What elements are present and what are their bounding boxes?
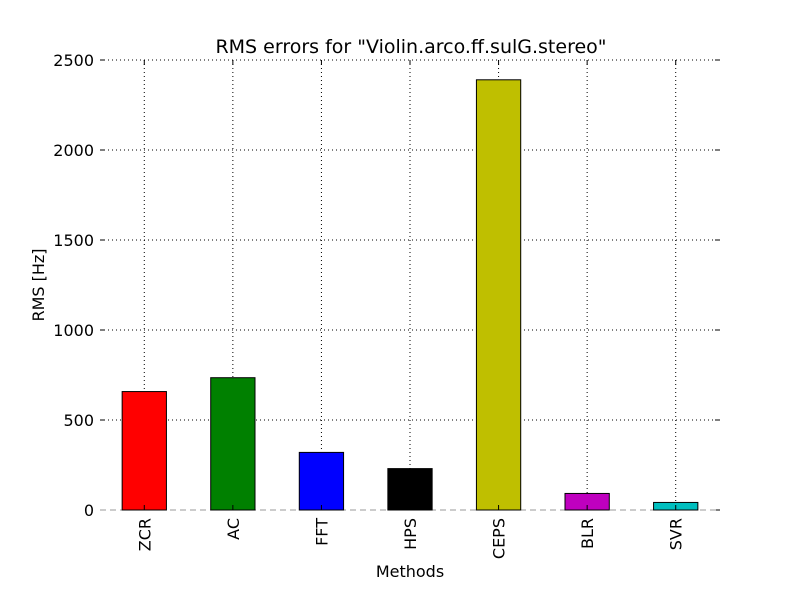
y-tick-label: 500: [63, 411, 94, 430]
y-tick-label: 0: [84, 501, 94, 520]
y-axis-title: RMS [Hz]: [29, 248, 48, 321]
x-tick-label: AC: [224, 518, 243, 540]
plot-area: 0 500 1000 1500 2000 2500 ZCR AC FFT HPS CEPS BLR SV…: [53, 51, 720, 559]
x-tick-label: CEPS: [490, 518, 509, 559]
x-tick-label: FFT: [312, 518, 331, 546]
bar-zcr: [121, 391, 167, 511]
bar-ac: [210, 377, 256, 511]
x-tick-label: SVR: [667, 518, 686, 550]
y-tick-label: 2000: [53, 141, 94, 160]
x-tick-label: HPS: [401, 518, 420, 550]
y-tick-label: 1500: [53, 231, 94, 250]
y-tick-label: 1000: [53, 321, 94, 340]
bar-hps: [387, 468, 433, 511]
y-tick-label: 2500: [53, 51, 94, 70]
x-tick-label: ZCR: [135, 518, 154, 551]
bar-ceps: [475, 79, 522, 511]
x-axis-title: Methods: [376, 562, 444, 581]
x-tick-label: BLR: [578, 518, 597, 549]
chart-title: RMS errors for "Violin.arco.ff.sulG.ster…: [215, 36, 606, 58]
bar-fft: [298, 451, 345, 511]
